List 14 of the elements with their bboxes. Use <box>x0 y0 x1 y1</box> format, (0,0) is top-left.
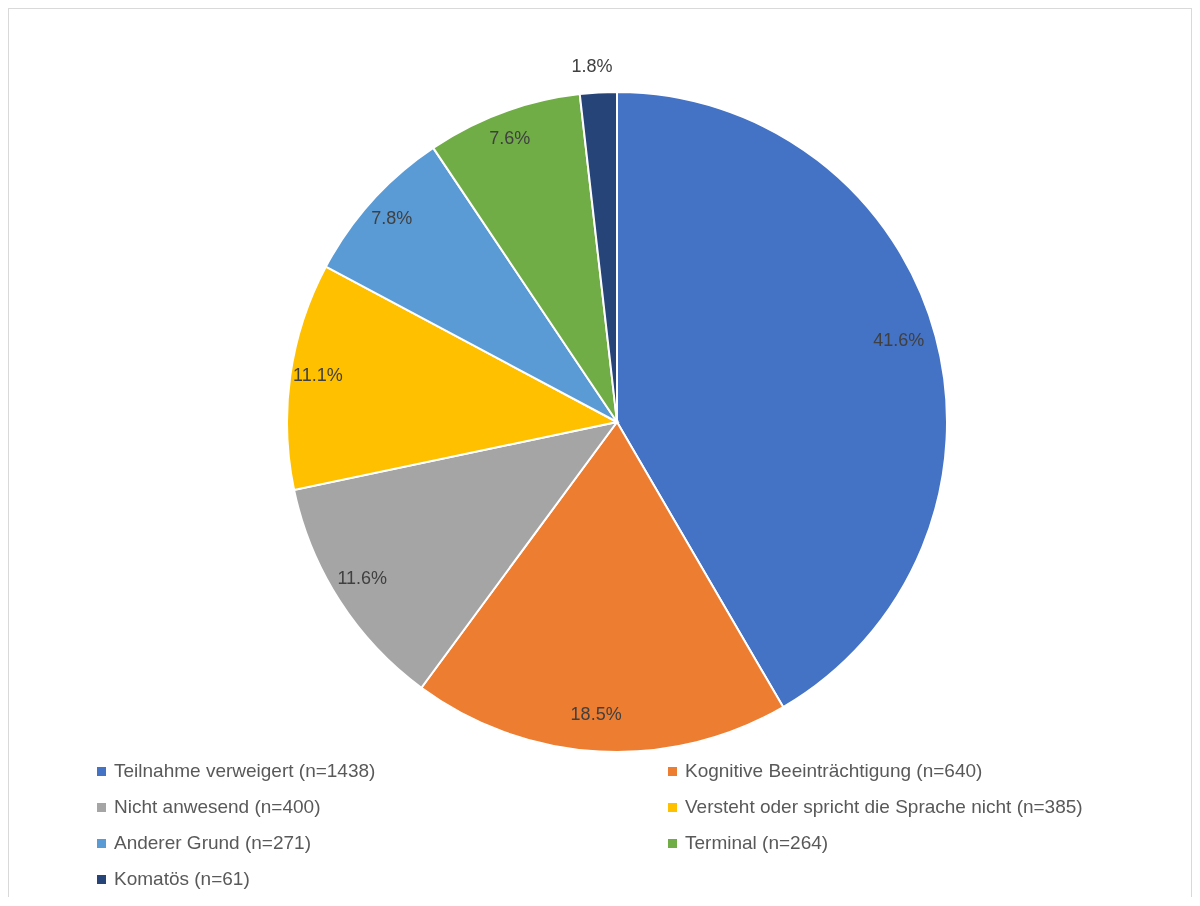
data-label: 7.6% <box>489 128 531 149</box>
legend-label: Teilnahme verweigert (n=1438) <box>114 760 376 782</box>
data-label: 18.5% <box>570 703 622 724</box>
legend-label: Terminal (n=264) <box>685 832 829 854</box>
legend-label: Nicht anwesend (n=400) <box>114 796 321 818</box>
data-label: 7.8% <box>371 207 413 228</box>
legend-label: Anderer Grund (n=271) <box>114 832 311 854</box>
legend-label: Kognitive Beeinträchtigung (n=640) <box>685 760 983 782</box>
data-label: 11.1% <box>293 365 343 386</box>
data-label: 41.6% <box>873 329 925 350</box>
data-label: 11.6% <box>337 567 388 588</box>
legend-label: Versteht oder spricht die Sprache nicht (n=385) <box>685 796 1083 818</box>
legend-label: Komatös (n=61) <box>114 868 250 890</box>
data-label: 1.8% <box>571 55 613 76</box>
